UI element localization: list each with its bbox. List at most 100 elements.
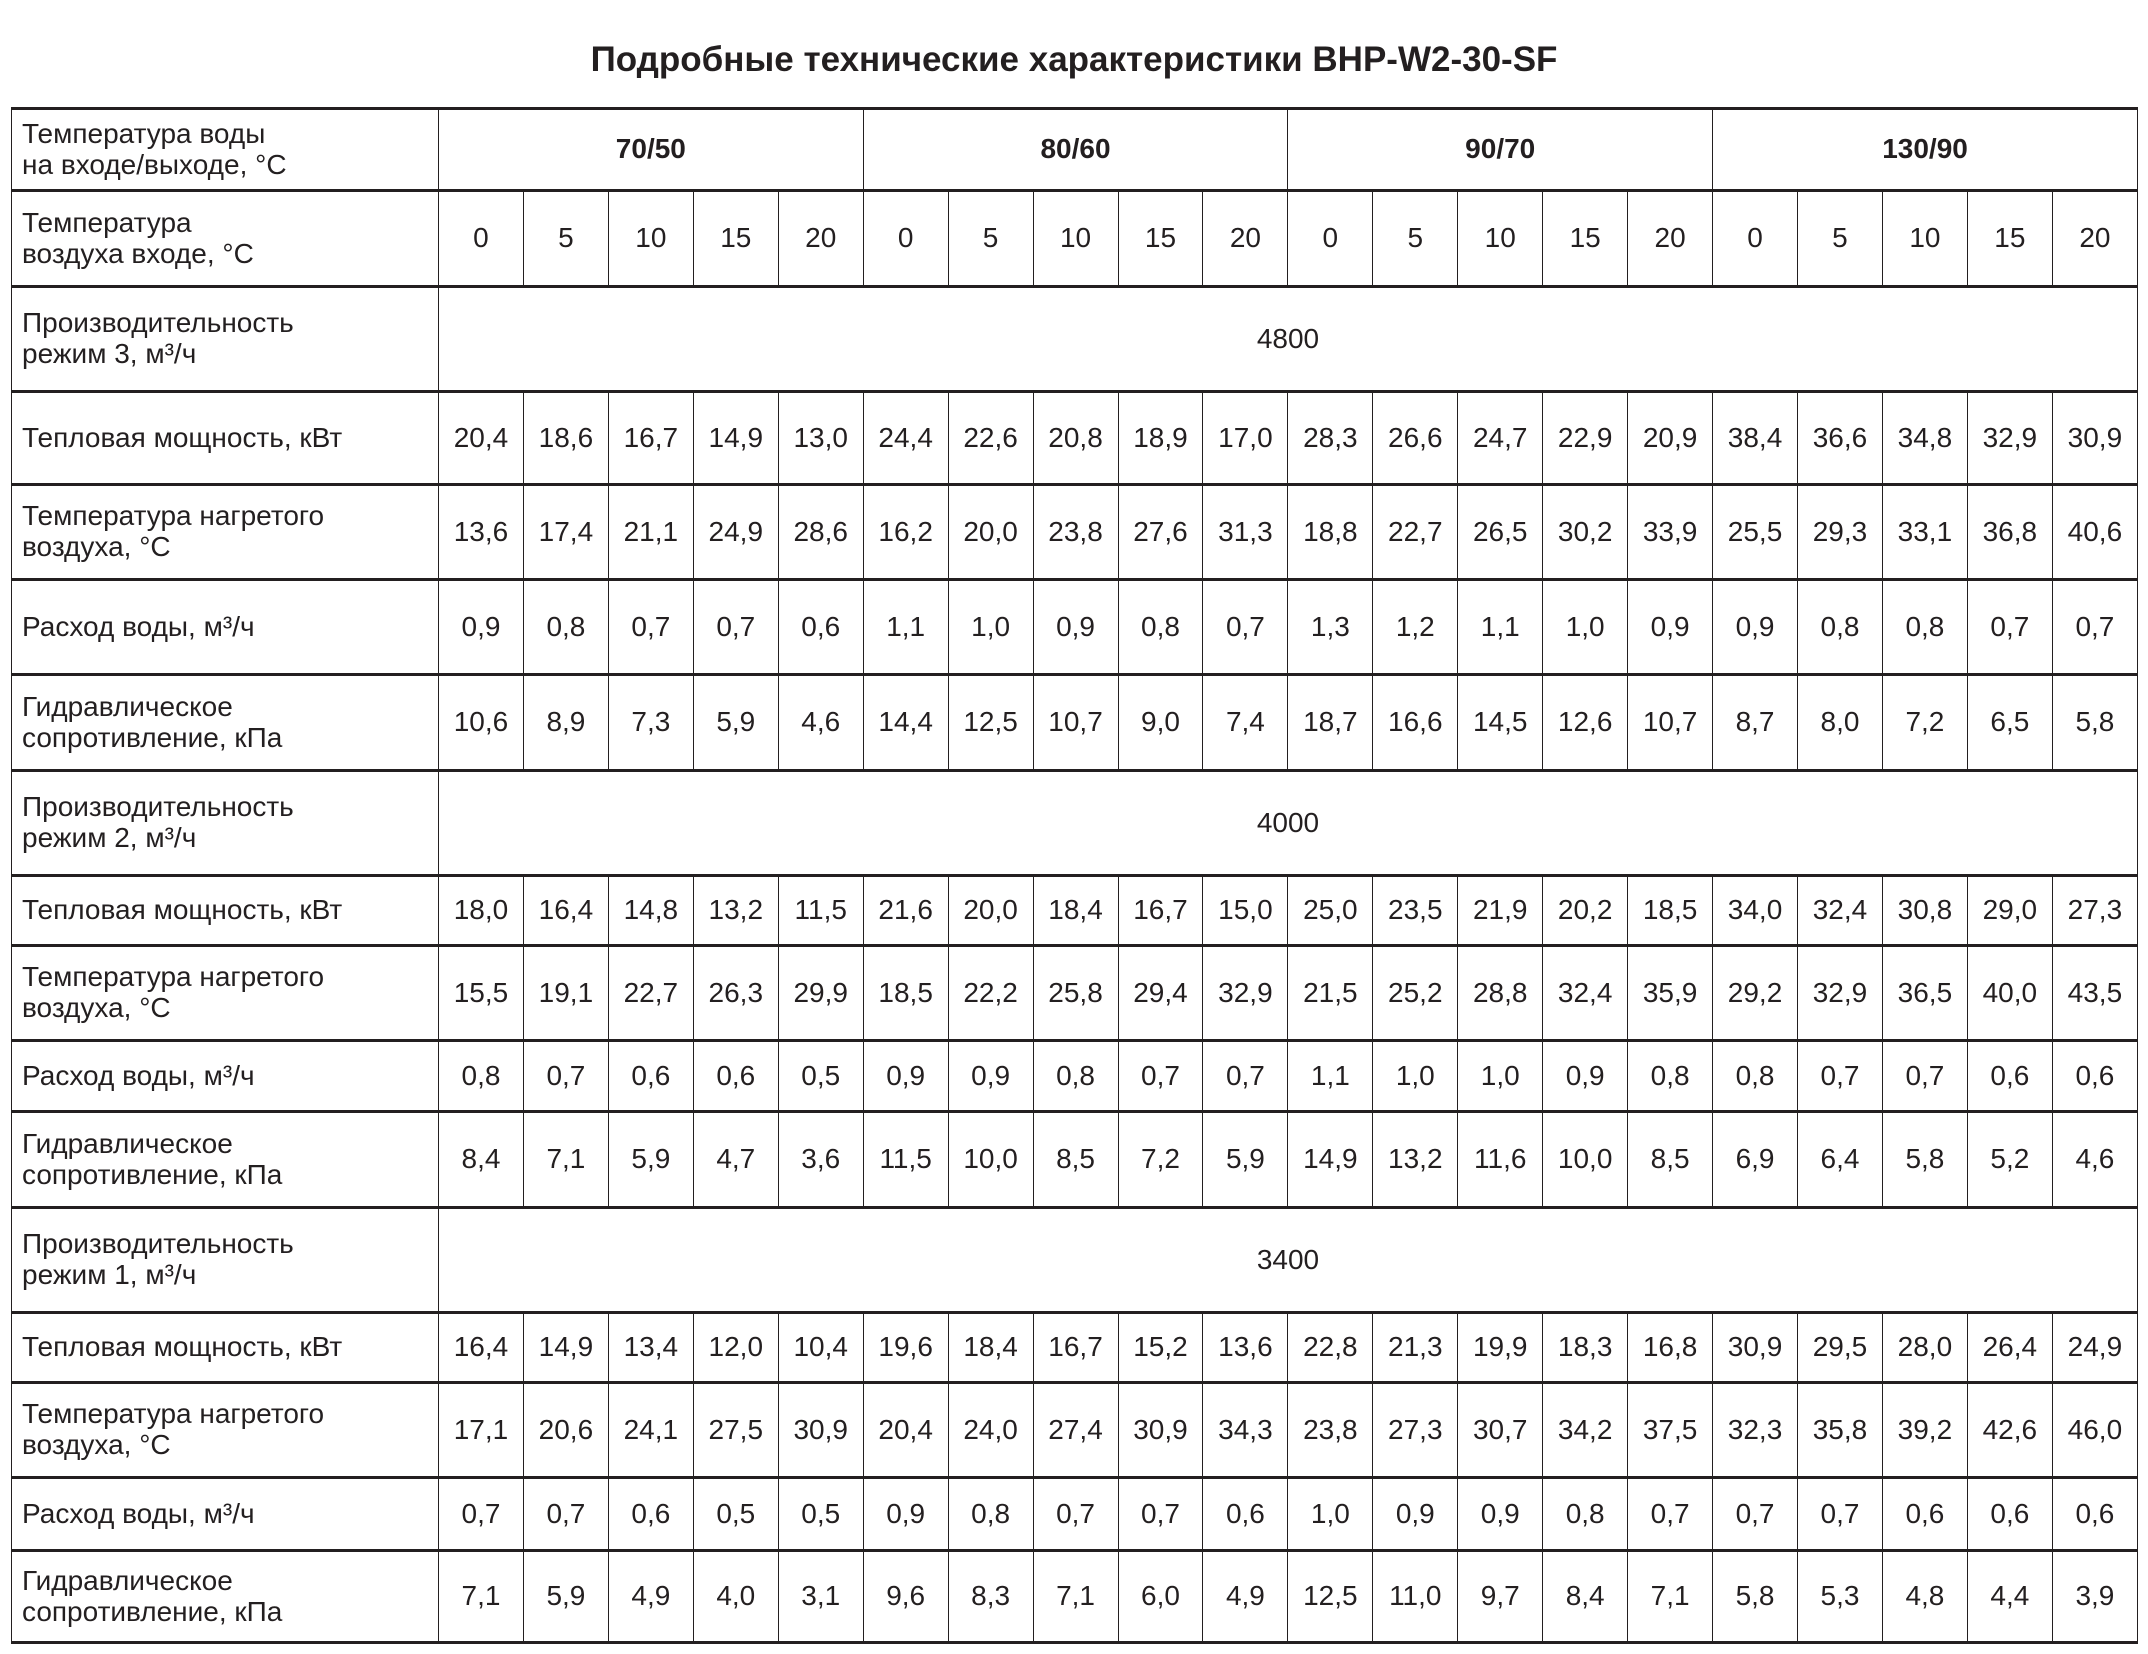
data-cell: 7,1 <box>1627 1549 1714 1644</box>
air-temp-header: 0 <box>862 189 949 288</box>
data-cell: 0,7 <box>2051 578 2139 676</box>
data-cell: 24,1 <box>607 1381 694 1479</box>
data-cell: 1,0 <box>1372 1039 1459 1113</box>
data-cell: 0,7 <box>1117 1476 1204 1552</box>
data-cell: 29,4 <box>1117 944 1204 1042</box>
data-cell: 19,1 <box>522 944 609 1042</box>
data-cell: 27,6 <box>1117 483 1204 581</box>
data-cell: 5,9 <box>522 1549 609 1644</box>
air-temp-header: 0 <box>1287 189 1374 288</box>
data-cell: 5,9 <box>1202 1110 1289 1209</box>
data-cell: 36,8 <box>1966 483 2053 581</box>
label-line: сопротивление, кПа <box>22 1158 283 1190</box>
air-temp-header: 10 <box>1881 189 1968 288</box>
data-cell: 12,5 <box>1287 1549 1374 1644</box>
data-cell: 9,6 <box>862 1549 949 1644</box>
air-temp-header: 5 <box>1797 189 1883 288</box>
data-cell: 18,0 <box>438 874 524 947</box>
data-cell: 13,2 <box>1372 1110 1459 1209</box>
data-cell: 25,8 <box>1032 944 1119 1042</box>
data-cell: 22,2 <box>947 944 1034 1042</box>
data-cell: 22,9 <box>1542 390 1629 486</box>
data-cell: 19,9 <box>1457 1311 1544 1384</box>
data-cell: 1,1 <box>862 578 949 676</box>
data-cell: 25,0 <box>1287 874 1374 947</box>
data-cell: 30,8 <box>1881 874 1968 947</box>
data-cell: 32,9 <box>1797 944 1883 1042</box>
data-cell: 28,3 <box>1287 390 1374 486</box>
data-cell: 0,9 <box>862 1476 949 1552</box>
data-cell: 0,7 <box>1712 1476 1798 1552</box>
air-temp-header: 20 <box>777 189 864 288</box>
table-row: Гидравлическое сопротивление, кПа 8,4 7,1 5,… <box>11 1110 2139 1209</box>
label-line: режим 3, м³/ч <box>22 338 197 369</box>
data-cell: 0,9 <box>1372 1476 1459 1552</box>
label-line: Гидравлическое <box>22 1127 233 1159</box>
label-line: Производительность <box>22 791 294 823</box>
data-cell: 18,8 <box>1287 483 1374 581</box>
label-line: Тепловая мощность, кВт <box>22 894 343 926</box>
air-temp-header: 20 <box>2051 189 2139 288</box>
data-cell: 5,9 <box>607 1110 694 1209</box>
data-cell: 28,6 <box>777 483 864 581</box>
table-row: Температура воздуха входе, °С 0 5 10 15 20 0 5 10… <box>11 189 2139 288</box>
data-cell: 30,9 <box>1117 1381 1204 1479</box>
data-cell: 24,0 <box>947 1381 1034 1479</box>
data-cell: 26,4 <box>1966 1311 2053 1384</box>
row-label: Температура нагретого воздуха, °С <box>11 944 439 1042</box>
data-cell: 30,2 <box>1542 483 1629 581</box>
data-cell: 35,8 <box>1797 1381 1883 1479</box>
data-cell: 26,5 <box>1457 483 1544 581</box>
data-cell: 0,7 <box>1797 1476 1883 1552</box>
row-label: Гидравлическое сопротивление, кПа <box>11 673 439 772</box>
water-group-header: 70/50 <box>438 107 864 192</box>
data-cell: 34,8 <box>1881 390 1968 486</box>
data-cell: 27,5 <box>692 1381 779 1479</box>
spec-table: Температура воды на входе/выходе, °С 70/50… <box>11 107 2139 1644</box>
label-line: Температура нагретого <box>22 961 325 993</box>
data-cell: 0,6 <box>607 1039 694 1113</box>
data-cell: 6,9 <box>1712 1110 1798 1209</box>
data-cell: 0,7 <box>1032 1476 1119 1552</box>
data-cell: 13,4 <box>607 1311 694 1384</box>
air-temp-header: 20 <box>1627 189 1714 288</box>
row-label: Тепловая мощность, кВт <box>11 874 439 947</box>
water-group-header: 80/60 <box>862 107 1289 192</box>
air-temp-header: 10 <box>607 189 694 288</box>
data-cell: 12,6 <box>1542 673 1629 772</box>
data-cell: 5,9 <box>692 673 779 772</box>
label-line: сопротивление, кПа <box>22 1595 283 1627</box>
row-label: Расход воды, м³/ч <box>11 1039 439 1113</box>
data-cell: 16,6 <box>1372 673 1459 772</box>
data-cell: 6,4 <box>1797 1110 1883 1209</box>
row-label: Тепловая мощность, кВт <box>11 390 439 486</box>
data-cell: 27,3 <box>2051 874 2139 947</box>
data-cell: 0,9 <box>947 1039 1034 1113</box>
data-cell: 4,6 <box>777 673 864 772</box>
data-cell: 29,5 <box>1797 1311 1883 1384</box>
data-cell: 40,0 <box>1966 944 2053 1042</box>
data-cell: 1,1 <box>1287 1039 1374 1113</box>
data-cell: 12,0 <box>692 1311 779 1384</box>
data-cell: 24,9 <box>692 483 779 581</box>
data-cell: 0,7 <box>522 1039 609 1113</box>
data-cell: 29,2 <box>1712 944 1798 1042</box>
air-temp-header: 5 <box>522 189 609 288</box>
data-cell: 18,7 <box>1287 673 1374 772</box>
data-cell: 16,4 <box>522 874 609 947</box>
data-cell: 7,2 <box>1117 1110 1204 1209</box>
data-cell: 0,6 <box>2051 1039 2139 1113</box>
data-cell: 22,7 <box>607 944 694 1042</box>
air-temp-header: 15 <box>1542 189 1629 288</box>
data-cell: 3,9 <box>2051 1549 2139 1644</box>
data-cell: 17,0 <box>1202 390 1289 486</box>
label-line: Расход воды, м³/ч <box>22 610 255 642</box>
data-cell: 33,9 <box>1627 483 1714 581</box>
airflow-value: 4000 <box>438 769 2138 877</box>
data-cell: 32,9 <box>1966 390 2053 486</box>
table-row: Температура нагретого воздуха, °С 13,6 17,4… <box>11 483 2139 581</box>
data-cell: 19,6 <box>862 1311 949 1384</box>
data-cell: 11,0 <box>1372 1549 1459 1644</box>
data-cell: 10,4 <box>777 1311 864 1384</box>
data-cell: 7,1 <box>438 1549 524 1644</box>
